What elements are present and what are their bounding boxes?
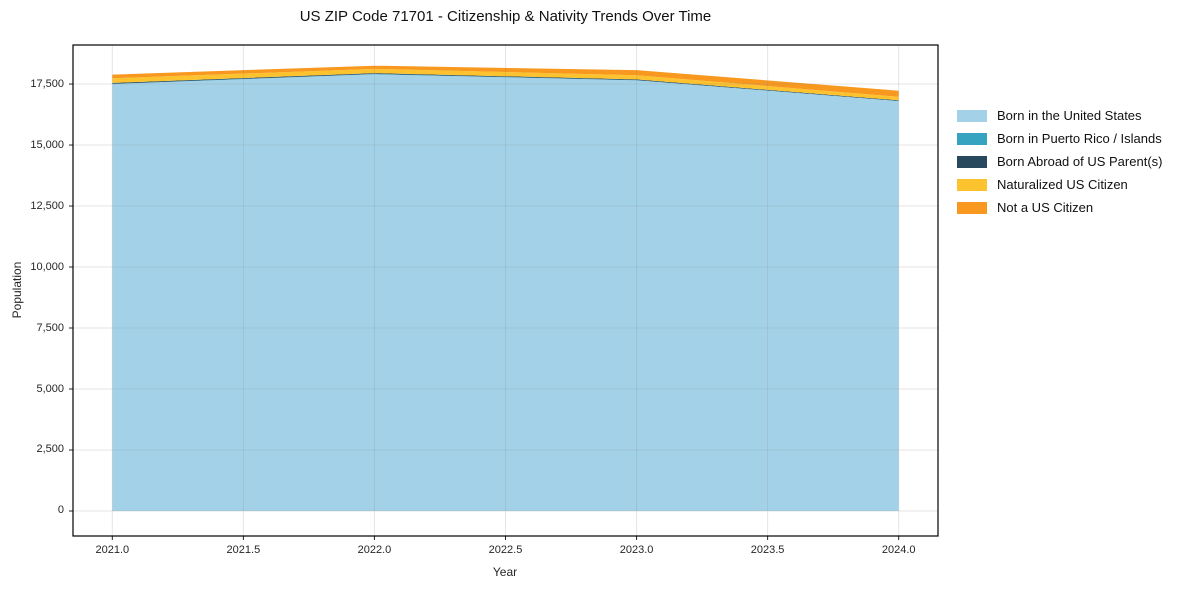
x-tick-label: 2023.0 <box>619 544 654 556</box>
legend: Born in the United States Born in Puerto… <box>957 104 1162 219</box>
legend-label: Naturalized US Citizen <box>997 177 1128 192</box>
legend-label: Born Abroad of US Parent(s) <box>997 154 1163 169</box>
legend-swatch-born-abroad-icon <box>957 155 987 168</box>
legend-swatch-not-citizen-icon <box>957 201 987 214</box>
legend-item: Not a US Citizen <box>957 196 1162 219</box>
area-born-in-the-united-states <box>112 74 899 512</box>
legend-item: Born Abroad of US Parent(s) <box>957 150 1162 173</box>
legend-swatch-born-us-icon <box>957 109 987 122</box>
y-tick-label: 5,000 <box>36 382 64 395</box>
area-naturalized-us-citizen <box>112 68 899 101</box>
x-tick-label: 2022.5 <box>488 544 523 556</box>
x-tick-label: 2022.0 <box>357 544 392 556</box>
legend-label: Born in the United States <box>997 108 1142 123</box>
x-tick-label: 2021.5 <box>226 544 261 556</box>
area-not-a-us-citizen <box>112 65 899 97</box>
y-tick-label: 12,500 <box>30 199 64 212</box>
legend-swatch-naturalized-icon <box>957 178 987 191</box>
plot-border <box>72 44 939 537</box>
y-tick-label: 10,000 <box>30 260 64 273</box>
x-tick-label: 2021.0 <box>95 544 130 556</box>
chart-title: US ZIP Code 71701 - Citizenship & Nativi… <box>299 8 712 25</box>
legend-item: Born in the United States <box>957 104 1162 127</box>
y-tick-label: 0 <box>57 504 64 517</box>
legend-item: Naturalized US Citizen <box>957 173 1162 196</box>
y-tick-label: 7,500 <box>36 321 64 334</box>
y-tick-label: 17,500 <box>30 77 64 90</box>
legend-item: Born in Puerto Rico / Islands <box>957 127 1162 150</box>
legend-label: Born in Puerto Rico / Islands <box>997 131 1162 146</box>
x-tick-label: 2024.0 <box>881 544 916 556</box>
y-tick-label: 2,500 <box>36 443 64 456</box>
x-tick-label: 2023.5 <box>750 544 785 556</box>
x-axis-label: Year <box>492 565 518 579</box>
legend-label: Not a US Citizen <box>997 200 1094 215</box>
legend-swatch-puerto-rico-icon <box>957 132 987 145</box>
y-tick-label: 15,000 <box>30 138 64 151</box>
